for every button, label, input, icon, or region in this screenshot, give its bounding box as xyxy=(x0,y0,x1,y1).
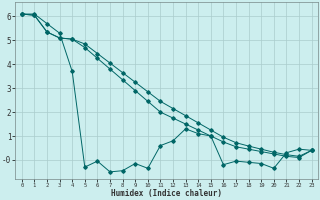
X-axis label: Humidex (Indice chaleur): Humidex (Indice chaleur) xyxy=(111,189,222,198)
